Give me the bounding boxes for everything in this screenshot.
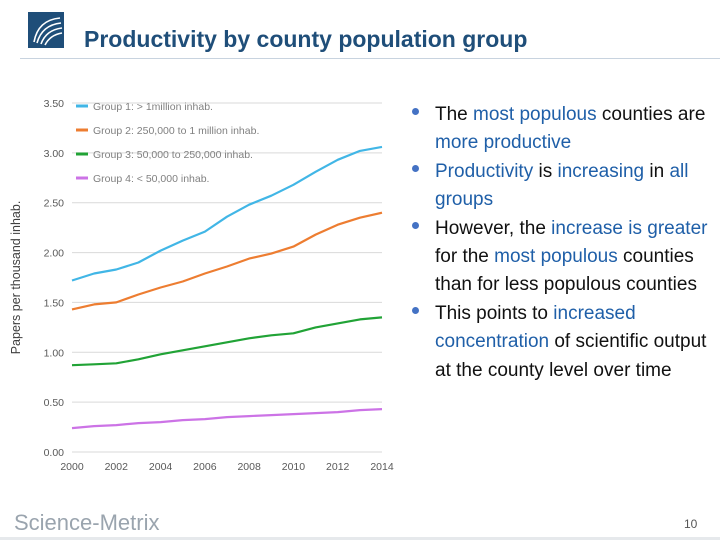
series-line-3 — [71, 316, 383, 367]
y-tick-label: 1.00 — [44, 347, 65, 359]
bullet-item: Productivity is increasing in all groups — [412, 158, 717, 215]
bullet-list: The most populous counties are more prod… — [412, 101, 717, 385]
x-tick-label: 2002 — [105, 461, 129, 473]
x-tick-label: 2006 — [193, 461, 217, 473]
bullet-highlight: increasing — [557, 160, 645, 182]
y-axis-label: Papers per thousand inhab. — [9, 201, 23, 355]
legend-label: Group 1: > 1million inhab. — [93, 101, 213, 113]
bullet-text: The — [435, 104, 474, 125]
y-tick-label: 3.00 — [44, 148, 65, 160]
bullet-text: counties are — [596, 104, 706, 125]
x-tick-label: 2000 — [60, 461, 84, 473]
bullet-highlight: increased concentration — [435, 302, 636, 353]
bullet-text: for the — [435, 246, 495, 268]
x-tick-label: 2014 — [370, 461, 394, 473]
bullet-highlight: all groups — [435, 160, 689, 211]
bullet-highlight: most populous — [494, 246, 618, 268]
organization-logo-icon — [28, 12, 64, 48]
x-tick-label: 2004 — [149, 461, 173, 473]
footer-logo: Science-Metrix — [14, 510, 160, 535]
x-tick-label: 2012 — [326, 461, 350, 473]
bullet-text: of scientific output at the county level… — [435, 331, 707, 381]
bullet-item: This points to increased concentration o… — [412, 300, 717, 385]
page-title: Productivity by county population group — [84, 26, 528, 52]
bullet-highlight: Productivity — [435, 160, 534, 182]
bullet-text: However, the — [435, 217, 552, 239]
page-number: 10 — [684, 517, 698, 531]
bullet-highlight: most populous — [473, 104, 597, 125]
legend-label: Group 3: 50,000 to 250,000 inhab. — [93, 149, 253, 161]
y-tick-label: 2.00 — [44, 248, 65, 260]
x-tick-label: 2010 — [282, 461, 306, 473]
bullet-highlight: increase is greater — [551, 217, 708, 239]
series-line-1 — [71, 145, 383, 282]
bullet-text: counties than for less populous counties — [435, 246, 697, 296]
footer-divider — [0, 537, 720, 540]
y-tick-label: 0.00 — [44, 447, 65, 459]
y-tick-label: 3.50 — [44, 98, 65, 110]
legend-label: Group 4: < 50,000 inhab. — [93, 173, 209, 185]
legend-label: Group 2: 250,000 to 1 million inhab. — [93, 125, 259, 137]
series-line-2 — [71, 211, 383, 311]
bullet-text: is — [533, 160, 558, 182]
x-tick-label: 2008 — [237, 461, 261, 473]
bullet-item: However, the increase is greater for the… — [412, 215, 717, 300]
bullet-text: in — [644, 160, 670, 182]
title-divider — [20, 58, 720, 59]
bullet-item: The most populous counties are more prod… — [412, 101, 717, 158]
series-line-4 — [71, 408, 383, 430]
y-tick-label: 2.50 — [44, 198, 65, 210]
line-chart: 0.00 0.50 1.00 1.50 2.00 2.50 3.00 3.50 2000 2002… — [9, 98, 394, 473]
bullet-text: This points to — [435, 302, 554, 324]
y-tick-label: 0.50 — [44, 397, 65, 409]
y-tick-label: 1.50 — [44, 297, 65, 309]
bullet-highlight: more productive — [435, 132, 572, 154]
